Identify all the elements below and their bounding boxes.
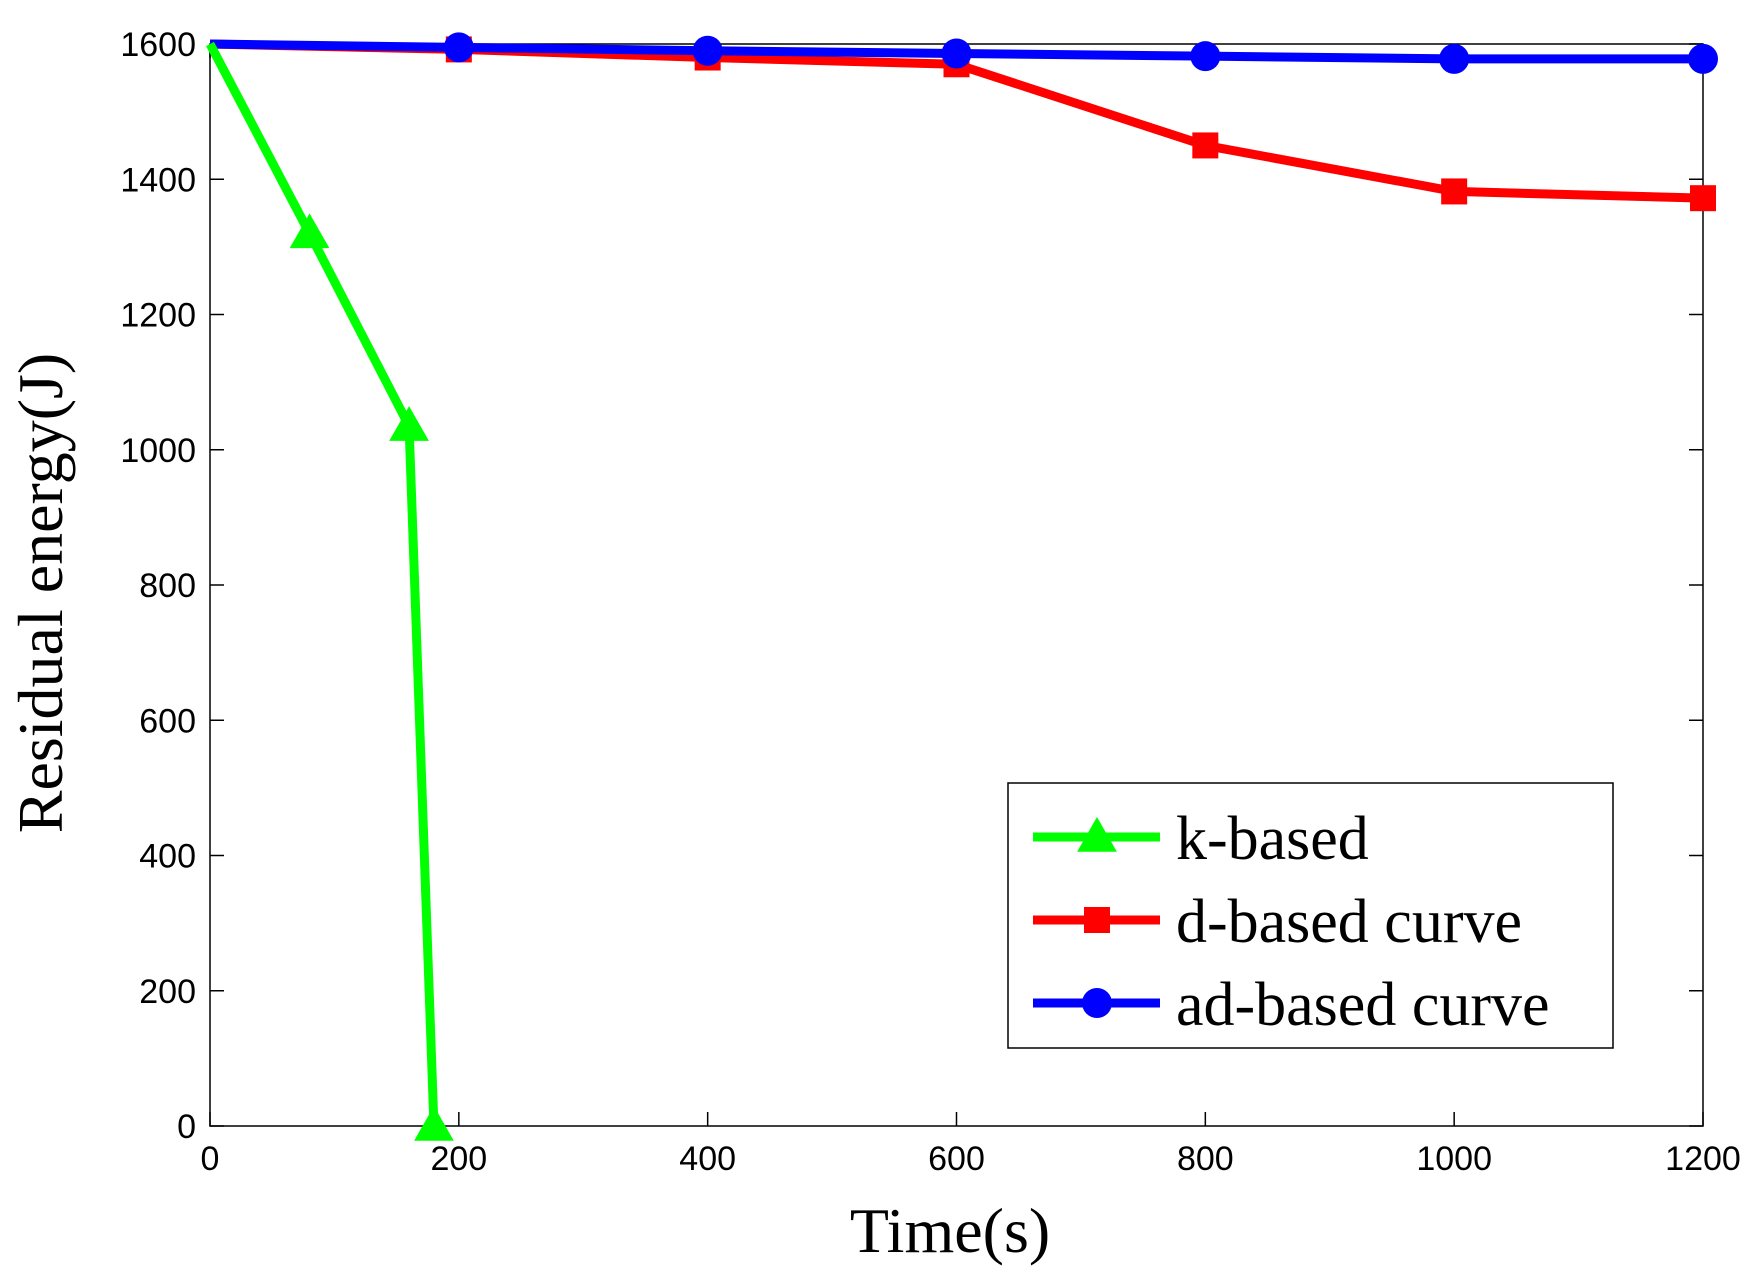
data-point-d-based-curve [1441, 178, 1468, 205]
axis-ticks: 0 200 400 600 800 1000 1200 0 200 400 600 800 1000 12… [120, 26, 1740, 1178]
x-axis-title: Time(s) [850, 1195, 1050, 1266]
y-tick-label: 800 [139, 567, 196, 605]
y-tick-label: 1400 [120, 161, 196, 199]
data-point-ad-based-curve [443, 32, 474, 63]
y-tick-label: 400 [139, 838, 196, 876]
legend-marker-k-based [1077, 816, 1117, 852]
x-tick-label: 0 [201, 1140, 220, 1178]
data-point-ad-based-curve [692, 35, 723, 66]
data-point-k-based [389, 406, 429, 441]
legend-label-ad-based-curve: ad-based curve [1176, 971, 1550, 1039]
data-point-ad-based-curve [1688, 43, 1718, 74]
legend-label-k-based: k-based [1176, 805, 1369, 873]
x-tick-label: 200 [430, 1140, 487, 1178]
y-tick-label: 200 [139, 973, 196, 1011]
y-tick-label: 600 [139, 702, 196, 740]
data-point-ad-based-curve [941, 38, 972, 69]
x-tick-label: 600 [928, 1140, 985, 1178]
y-tick-label: 1600 [120, 26, 196, 64]
data-point-d-based-curve [1192, 132, 1219, 159]
y-axis-title: Residual energy(J) [5, 353, 76, 833]
y-tick-label: 1200 [120, 297, 196, 335]
x-tick-label: 1200 [1665, 1140, 1741, 1178]
legend: k-based d-based curve ad-based curve [1007, 782, 1614, 1049]
data-point-k-based [414, 1105, 454, 1141]
data-point-k-based [289, 213, 330, 249]
x-tick-label: 800 [1177, 1140, 1234, 1178]
legend-label-d-based-curve: d-based curve [1176, 888, 1522, 956]
legend-marker-ad-based-curve [1082, 988, 1112, 1018]
series-line-k-based [206, 41, 439, 1127]
y-tick-label: 1000 [120, 432, 196, 470]
x-tick-label: 1000 [1416, 1140, 1492, 1178]
data-series [206, 32, 1718, 1141]
data-point-ad-based-curve [1439, 43, 1470, 74]
data-point-ad-based-curve [1190, 41, 1221, 72]
y-tick-label: 0 [177, 1108, 196, 1146]
data-point-d-based-curve [1690, 185, 1716, 212]
legend-marker-d-based-curve [1084, 907, 1110, 933]
x-tick-label: 400 [679, 1140, 736, 1178]
